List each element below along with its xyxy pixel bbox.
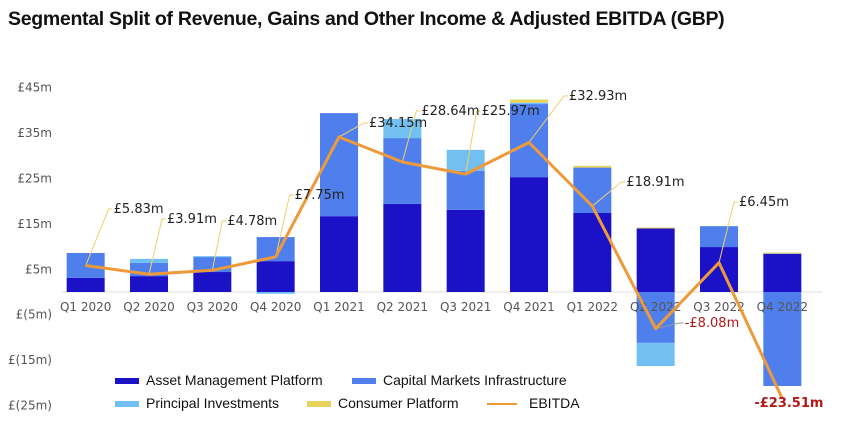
data-label: £28.64m [421, 104, 479, 119]
bar-segment-asset-management-platform [193, 272, 232, 292]
y-tick-label: £5m [25, 262, 52, 276]
y-tick-label: £35m [17, 126, 52, 140]
bar-segment-principal-investments [383, 119, 422, 139]
legend-item-asset-management-platform[interactable]: Asset Management Platform [115, 372, 323, 388]
data-label: -£8.08m [685, 316, 740, 331]
data-label: £5.83m [114, 202, 164, 217]
ebitda-line-layer [85, 135, 784, 400]
legend-item-principal-investments[interactable]: Principal Investments [115, 395, 279, 411]
chart-title: Segmental Split of Revenue, Gains and Ot… [8, 8, 725, 30]
leader-line [148, 218, 166, 275]
legend-item-capital-markets-infrastructure[interactable]: Capital Markets Infrastructure [352, 372, 567, 388]
bar-segment-principal-investments [510, 102, 548, 105]
ebitda-line [85, 135, 784, 400]
data-label: £34.15m [369, 116, 427, 131]
x-tick-label: Q1 2021 [313, 300, 364, 314]
x-tick-label: Q4 2022 [757, 300, 808, 314]
data-label: £7.75m [295, 188, 345, 203]
legend-label: Asset Management Platform [146, 372, 323, 388]
leader-line [338, 122, 368, 138]
y-tick-label: £25m [17, 172, 52, 186]
legend: Asset Management Platform Capital Markets… [115, 372, 580, 411]
legend-item-ebitda[interactable]: EBITDA [487, 395, 580, 411]
legend-label: Capital Markets Infrastructure [383, 372, 567, 388]
x-tick-label: Q2 2021 [377, 300, 428, 314]
y-axis: £45m £35m £25m £15m £5m £(5m) £(15m) £(25m) [8, 81, 52, 413]
data-label: £6.45m [739, 195, 789, 210]
bar-segment-asset-management-platform [573, 213, 612, 292]
x-tick-label: Q4 2020 [250, 300, 301, 314]
legend-swatch [115, 401, 139, 407]
bar-segment-capital-markets-infrastructure [446, 170, 485, 210]
leader-line [718, 201, 738, 263]
legend-label: EBITDA [529, 395, 580, 411]
bar-segment-consumer-platform [763, 252, 802, 254]
bar-segment-capital-markets-infrastructure [510, 104, 548, 178]
bar-segment-asset-management-platform [130, 276, 168, 292]
x-axis: Q1 2020 Q2 2020 Q3 2020 Q4 2020 Q1 2021 Q2 20… [60, 300, 808, 314]
bar-segment-asset-management-platform [510, 177, 548, 292]
legend-label: Consumer Platform [338, 395, 459, 411]
bar-segment-asset-management-platform [636, 228, 675, 292]
leader-line [401, 110, 421, 163]
data-label: £3.91m [167, 212, 217, 227]
data-label: £32.93m [569, 89, 627, 104]
leader-line [85, 208, 113, 266]
data-label: -£23.51m [754, 396, 823, 411]
bar-segment-principal-investments [446, 149, 485, 171]
legend-item-consumer-platform[interactable]: Consumer Platform [307, 395, 459, 411]
y-tick-label: £(5m) [16, 308, 52, 322]
x-tick-label: Q1 2020 [60, 300, 111, 314]
leader-line [275, 194, 294, 257]
leader-line [655, 322, 684, 330]
y-tick-label: £(15m) [8, 353, 52, 367]
data-label: £25.97m [482, 104, 540, 119]
data-labels: £5.83m£3.91m £4.78m £7.75m £34.15m£28.64m £2… [114, 89, 824, 411]
data-label: £18.91m [626, 175, 684, 190]
bar-segment-principal-investments [636, 342, 675, 367]
bar-segment-asset-management-platform [320, 216, 358, 292]
bar-segment-asset-management-platform [700, 247, 738, 292]
bar-segment-asset-management-platform [66, 277, 105, 292]
bar-segment-principal-investments [193, 256, 232, 258]
leader-line [528, 95, 568, 143]
y-tick-label: £15m [17, 217, 52, 231]
bar-segment-consumer-platform [510, 99, 548, 103]
bar-segment-principal-investments [130, 258, 168, 263]
y-tick-label: £(25m) [8, 399, 52, 413]
x-tick-label: Q2 2020 [123, 300, 174, 314]
x-tick-label: Q1 2022 [567, 300, 618, 314]
leader-line [211, 220, 227, 271]
bar-segment-consumer-platform [573, 165, 612, 168]
x-tick-label: Q3 2020 [187, 300, 238, 314]
x-tick-label: Q3 2022 [693, 300, 744, 314]
bar-segment-asset-management-platform [763, 253, 802, 292]
bar-layer [66, 99, 802, 386]
bar-segment-consumer-platform [636, 227, 675, 229]
legend-label: Principal Investments [146, 395, 279, 411]
leader-line [592, 181, 626, 207]
bar-segment-asset-management-platform [256, 261, 295, 292]
data-label: £4.78m [227, 214, 277, 229]
bar-segment-capital-markets-infrastructure [700, 226, 738, 248]
legend-swatch [115, 378, 139, 384]
y-tick-label: £45m [17, 81, 52, 95]
x-tick-label: Q4 2021 [503, 300, 554, 314]
bar-segment-asset-management-platform [383, 203, 422, 292]
leader-line [465, 110, 481, 175]
leader-lines [85, 95, 738, 330]
bar-segment-principal-investments [256, 292, 295, 294]
bar-segment-asset-management-platform [446, 209, 485, 292]
legend-swatch [307, 401, 331, 407]
legend-swatch [352, 378, 376, 384]
x-tick-label: Q3 2021 [440, 300, 491, 314]
bar-segment-capital-markets-infrastructure [383, 138, 422, 204]
